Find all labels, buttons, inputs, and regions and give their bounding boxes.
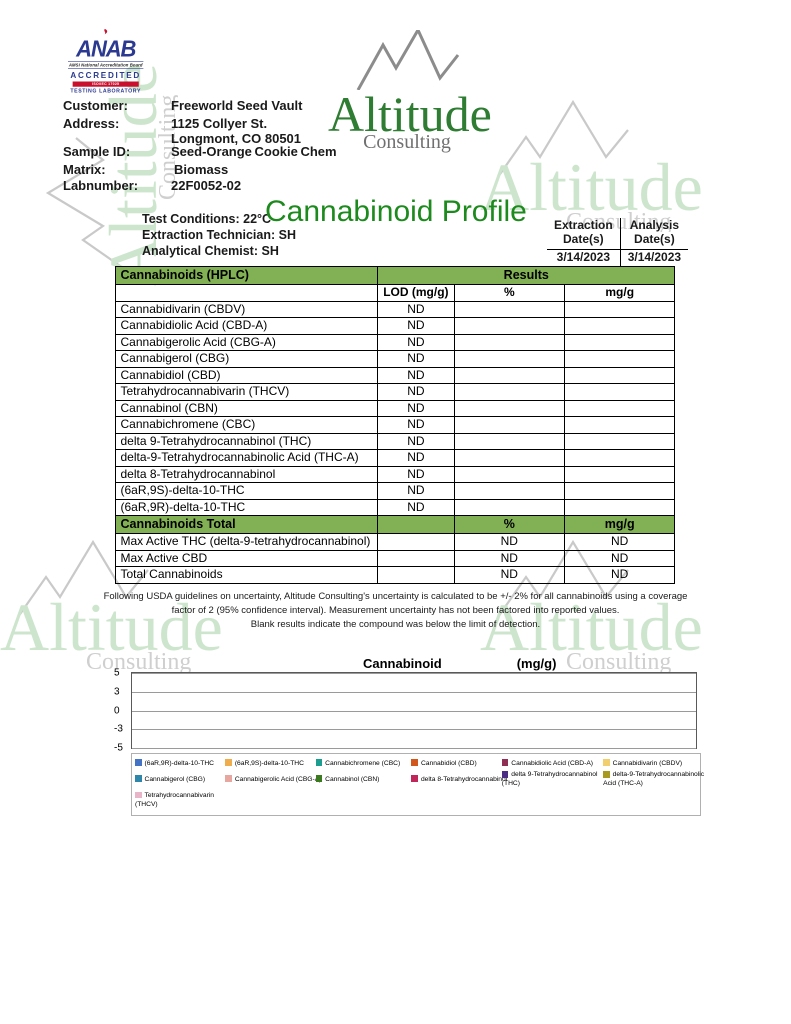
svg-text:Consulting: Consulting (566, 649, 671, 672)
svg-text:Consulting: Consulting (86, 649, 191, 672)
